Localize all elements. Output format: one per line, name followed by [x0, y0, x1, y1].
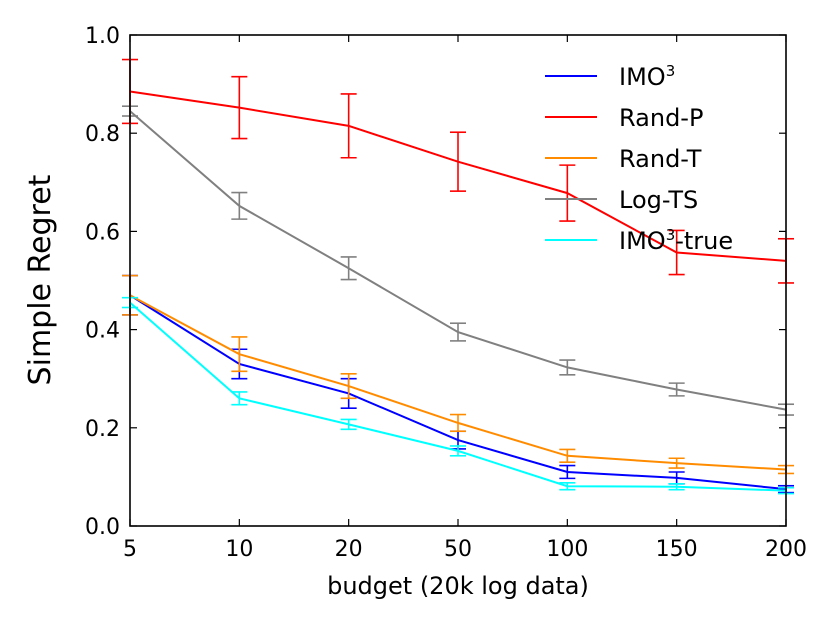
legend-label: Rand-T — [619, 145, 702, 173]
legend: IMO3 Rand-P Rand-T Log-TS IMO3-true — [545, 62, 733, 255]
y-tick-label: 0.0 — [85, 515, 120, 540]
y-tick-label: 0.8 — [85, 122, 120, 147]
legend-label: IMO3 — [619, 62, 675, 91]
x-tick-label: 150 — [656, 537, 698, 562]
x-tick-label: 50 — [444, 537, 472, 562]
y-tick-label: 0.6 — [85, 220, 120, 245]
legend-label: IMO3-true — [619, 226, 733, 255]
x-tick-label: 5 — [123, 537, 137, 562]
x-tick-label: 100 — [546, 537, 588, 562]
y-tick-label: 0.2 — [85, 417, 120, 442]
legend-label: Rand-P — [619, 104, 703, 132]
legend-label: Log-TS — [619, 186, 698, 214]
y-tick-label: 0.4 — [85, 319, 120, 344]
y-axis-title: Simple Regret — [23, 174, 58, 385]
x-axis-title: budget (20k log data) — [327, 572, 589, 600]
tick-layer: 5 10 20 50 100 150 200 0.0 0.2 0.4 0.6 0.8 1.0 — [85, 24, 807, 562]
y-tick-label: 1.0 — [85, 24, 120, 49]
x-tick-label: 10 — [225, 537, 253, 562]
series-layer — [122, 58, 794, 495]
x-tick-label: 20 — [335, 537, 363, 562]
x-tick-label: 200 — [765, 537, 807, 562]
